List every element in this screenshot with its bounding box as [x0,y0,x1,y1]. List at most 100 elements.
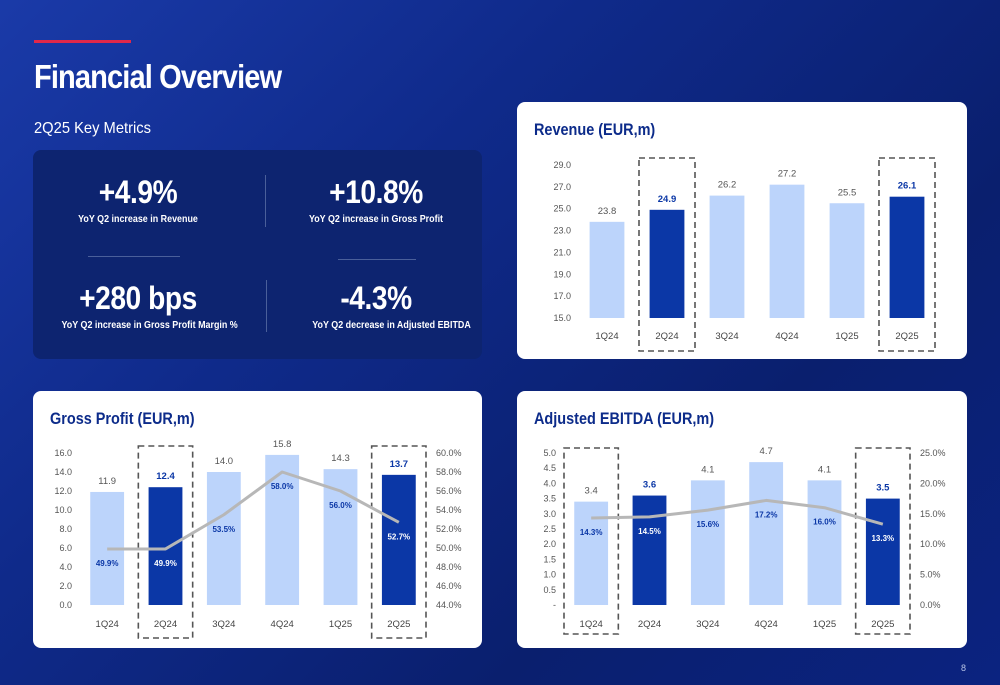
y-tick-label: 29.0 [553,160,571,170]
divider [88,256,180,257]
bar [889,196,925,318]
y2-tick-label: 46.0% [436,581,462,591]
metric-value: -4.3% [340,280,412,316]
y2-tick-label: 5.0% [920,570,941,580]
metric-label: YoY Q2 increase in Gross Profit [308,213,444,225]
bar [829,203,865,318]
x-tick-label: 1Q24 [580,619,603,630]
y-tick-label: 25.0 [553,204,571,214]
x-tick-label: 2Q25 [387,619,410,630]
revenue-chart-card: Revenue (EUR,m) 15.0 17.0 19.0 21.0 23.0 25.0… [517,102,967,359]
metric-value: +4.9% [98,174,178,210]
bar [649,209,685,318]
bar-value-label: 23.8 [598,206,617,217]
bar [749,462,784,605]
bar-value-label: 3.4 [585,486,598,497]
y-tick-label: 12.0 [54,486,72,496]
metric-value: +10.8% [329,174,423,210]
x-tick-label: 4Q24 [755,619,778,630]
line-value-label: 13.3% [871,534,894,543]
y-tick-label: 19.0 [553,269,571,279]
y-tick-label: 1.0 [543,570,556,580]
x-tick-label: 1Q24 [96,619,119,630]
bar [206,472,241,605]
bar-value-label: 14.0 [215,456,234,467]
y-tick-label: 1.5 [543,554,556,564]
bar-value-label: 11.9 [98,476,116,487]
line-value-label: 17.2% [755,510,778,519]
line-value-label: 52.7% [387,532,410,541]
page-number: 8 [960,663,966,673]
highlight-box [370,445,427,639]
line-value-label: 56.0% [329,501,352,510]
y-tick-label: 0.5 [543,585,556,595]
line-value-label: 16.0% [813,518,836,527]
accent-line [34,40,131,43]
x-tick-label: 2Q25 [895,331,918,342]
bar-value-label: 26.2 [718,180,737,191]
page-title: Financial Overview [34,58,282,95]
x-tick-label: 2Q25 [871,619,894,630]
chart-title: Revenue (EUR,m) [534,120,656,139]
x-tick-label: 4Q24 [271,619,294,630]
line-value-label: 49.9% [96,559,119,568]
revenue-chart: 15.0 17.0 19.0 21.0 23.0 25.0 27.0 29.0 23.8 1Q24… [553,157,936,352]
y2-tick-label: 56.0% [436,486,462,496]
y-tick-label: 17.0 [553,291,571,301]
line-value-label: 15.6% [696,520,719,529]
x-tick-label: 1Q25 [835,331,858,342]
x-tick-label: 3Q24 [696,619,719,630]
page-subtitle: 2Q25 Key Metrics [34,120,151,137]
y2-tick-label: 0.0% [920,600,941,610]
bar [709,195,745,318]
highlight-box [137,445,194,639]
bar-value-label: 4.1 [701,464,714,475]
chart-title: Adjusted EBITDA (EUR,m) [534,409,715,428]
y-tick-label: 4.5 [543,463,556,473]
y2-tick-label: 50.0% [436,543,462,553]
metric-label: YoY Q2 increase in Gross Profit Margin % [61,319,238,331]
ebitda-chart: - 0.5 1.0 1.5 2.0 2.5 3.0 3.5 4.0 4.5 5.0 0.0% 5.0% 1… [543,446,946,635]
bar [769,184,805,318]
divider [265,175,266,227]
margin-line [107,470,400,551]
bar [381,474,416,605]
bar-value-label: 4.1 [818,464,831,475]
x-tick-label: 2Q24 [638,619,661,630]
y-tick-label: 2.0 [543,539,556,549]
key-metrics-panel: +4.9% YoY Q2 increase in Revenue +10.8% … [33,150,482,359]
metric-revenue: +4.9% YoY Q2 increase in Revenue [58,174,218,225]
y-tick-label: 5.0 [543,448,556,458]
y2-tick-label: 20.0% [920,478,946,488]
margin-line [591,498,884,526]
y-tick-label: 0.0 [59,600,72,610]
x-tick-label: 1Q25 [329,619,352,630]
bar [865,498,900,605]
metric-gross-margin: +280 bps YoY Q2 increase in Gross Profit… [48,280,238,331]
y2-tick-label: 48.0% [436,562,462,572]
bar-value-label: 25.5 [838,187,857,198]
bar [589,221,625,318]
y-tick-label: 3.5 [543,494,556,504]
metric-value: +280 bps [79,280,197,316]
y-tick-label: 10.0 [54,505,72,515]
highlight-box [878,157,936,352]
gross-profit-chart: 0.0 2.0 4.0 6.0 8.0 10.0 12.0 14.0 16.0 44.0% 46.0… [54,439,462,639]
y-tick-label: 6.0 [59,543,72,553]
y-tick-label: 15.0 [553,313,571,323]
y-tick-label: 3.0 [543,509,556,519]
y2-tick-label: 60.0% [436,448,462,458]
y-tick-label: 27.0 [553,182,571,192]
y2-tick-label: 10.0% [920,539,946,549]
divider [266,280,267,332]
x-tick-label: 4Q24 [775,331,798,342]
line-value-label: 14.5% [638,527,661,536]
y-tick-label: 14.0 [54,467,72,477]
x-tick-label: 2Q24 [154,619,177,630]
y-tick-label: 2.0 [59,581,72,591]
metric-label: YoY Q2 decrease in Adjusted EBITDA [312,319,471,331]
metric-label: YoY Q2 increase in Revenue [78,213,198,225]
y-tick-label: 16.0 [54,448,72,458]
metric-gross-profit: +10.8% YoY Q2 increase in Gross Profit [291,174,461,225]
x-tick-label: 3Q24 [212,619,235,630]
